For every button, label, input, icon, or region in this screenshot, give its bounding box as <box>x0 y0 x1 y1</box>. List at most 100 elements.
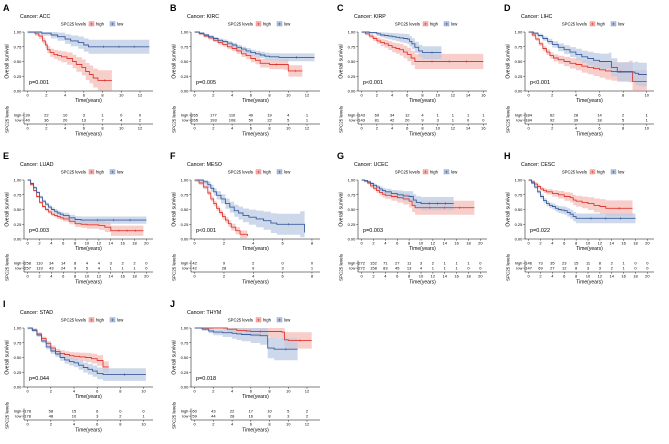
y-tick-label: 0.25 <box>348 222 357 227</box>
y-tick-label: 0.50 <box>14 207 23 212</box>
p-value: p=0.044 <box>29 376 49 382</box>
x-tick-label: 4 <box>231 93 234 98</box>
y-tick-label: 0.25 <box>14 222 23 227</box>
censor-mark <box>443 206 447 210</box>
risk-row-label-low: low <box>182 414 188 419</box>
km-curve-low <box>361 31 442 54</box>
risk-x-tick-label: 8 <box>311 274 314 279</box>
p-value: p=0.018 <box>196 376 216 382</box>
censor-plus-icon <box>424 170 427 174</box>
km-panel-C: C Cancer: KIRP SPC25 levels high low 1.00 0.75… <box>334 0 501 148</box>
risk-count: 184 <box>525 113 532 118</box>
risk-row-label-low: low <box>516 266 522 271</box>
risk-x-tick-label: 12 <box>97 274 102 279</box>
risk-count: 5 <box>622 118 625 123</box>
risk-x-tick-label: 4 <box>551 274 554 279</box>
risk-table-ylabel: SPC25 levels <box>506 105 511 133</box>
km-panel-J: J Cancer: THYM SPC25 levels high low 1.00 0.75… <box>167 296 334 444</box>
legend-title: SPC25 levels <box>562 22 587 27</box>
risk-x-tick-label: 20 <box>478 274 483 279</box>
risk-count: 11 <box>407 261 412 266</box>
risk-count: 0 <box>467 118 470 123</box>
x-axis-label: Time(years) <box>242 394 269 400</box>
censor-plus-icon <box>424 22 427 26</box>
legend-label-low: low <box>117 318 124 323</box>
ci-band-high <box>528 180 633 217</box>
y-tick-label: 0.50 <box>181 355 190 360</box>
x-tick-label: 8 <box>421 93 424 98</box>
risk-count: 265 <box>191 118 198 123</box>
risk-count: 1 <box>444 266 447 271</box>
censor-plus-icon <box>278 22 281 26</box>
legend-label-high: high <box>430 170 439 175</box>
x-tick-label: 12 <box>431 241 436 246</box>
y-tick-label: 0.75 <box>348 44 357 49</box>
x-tick-label: 2 <box>45 93 48 98</box>
km-curve-low <box>27 31 150 48</box>
y-axis-label: Overall survival <box>172 192 178 226</box>
p-value: p=0.001 <box>29 80 49 86</box>
legend: SPC25 levels high low <box>228 22 291 27</box>
censor-plus-icon <box>591 22 594 26</box>
x-tick-label: 4 <box>50 241 53 246</box>
risk-count: 0 <box>634 261 637 266</box>
risk-x-tick-label: 4 <box>252 274 255 279</box>
x-axis-label: Time(years) <box>75 246 102 252</box>
legend-title: SPC25 levels <box>61 318 86 323</box>
risk-x-tick-label: 8 <box>268 422 271 427</box>
ci-band-low <box>361 32 442 59</box>
risk-count: 0 <box>482 118 485 123</box>
y-tick-label: 0.75 <box>14 340 23 345</box>
panel-letter: F <box>170 151 176 161</box>
x-tick-label: 2 <box>38 241 41 246</box>
y-tick-label: 0.50 <box>181 207 190 212</box>
x-tick-label: 12 <box>138 93 143 98</box>
panel-letter: I <box>3 299 6 309</box>
risk-row-label-high: high <box>181 261 189 266</box>
x-tick-label: 6 <box>62 241 65 246</box>
risk-count: 4 <box>420 266 423 271</box>
censor-mark <box>619 217 622 220</box>
risk-count: 4 <box>98 266 101 271</box>
x-axis-label: Time(years) <box>242 246 269 252</box>
risk-count: 5 <box>287 118 290 123</box>
censor-plus-icon <box>445 22 448 26</box>
x-tick-label: 10 <box>586 241 591 246</box>
x-tick-label: 2 <box>551 93 554 98</box>
censor-mark <box>589 217 593 220</box>
risk-count: 16 <box>249 414 254 419</box>
risk-x-tick-label: 4 <box>73 422 76 427</box>
y-axis-label: Overall survival <box>172 340 178 374</box>
x-tick-label: 12 <box>305 93 310 98</box>
risk-count: 83 <box>383 266 388 271</box>
y-tick-label: 0.50 <box>515 207 524 212</box>
risk-count: 3 <box>587 266 590 271</box>
risk-count: 23 <box>562 261 567 266</box>
censor-mark <box>275 63 278 66</box>
risk-x-tick-label: 8 <box>74 274 77 279</box>
risk-x-tick-label: 10 <box>85 274 90 279</box>
legend-label-low: low <box>284 318 291 323</box>
y-axis-label: Overall survival <box>5 44 11 78</box>
risk-x-tick-label: 4 <box>50 274 53 279</box>
x-tick-label: 6 <box>282 241 285 246</box>
censor-mark <box>458 206 461 210</box>
x-tick-label: 6 <box>563 241 566 246</box>
km-curve-high <box>528 179 633 209</box>
censor-mark <box>128 218 132 222</box>
risk-x-tick-label: 6 <box>598 126 601 131</box>
km-panel-I: I Cancer: STAD SPC25 levels high low 1.00 0.75… <box>0 296 167 444</box>
y-axis-label: Overall survival <box>5 192 11 226</box>
legend-label-high: high <box>96 318 105 323</box>
risk-count: 1 <box>133 266 136 271</box>
risk-count: 58 <box>49 409 54 414</box>
x-tick-label: 8 <box>622 93 625 98</box>
x-tick-label: 14 <box>610 241 615 246</box>
x-tick-label: 6 <box>96 389 99 394</box>
ci-band-high <box>194 32 303 77</box>
risk-count: 1 <box>452 113 455 118</box>
risk-row-label-high: high <box>14 261 22 266</box>
risk-table-ylabel: SPC25 levels <box>339 253 344 281</box>
